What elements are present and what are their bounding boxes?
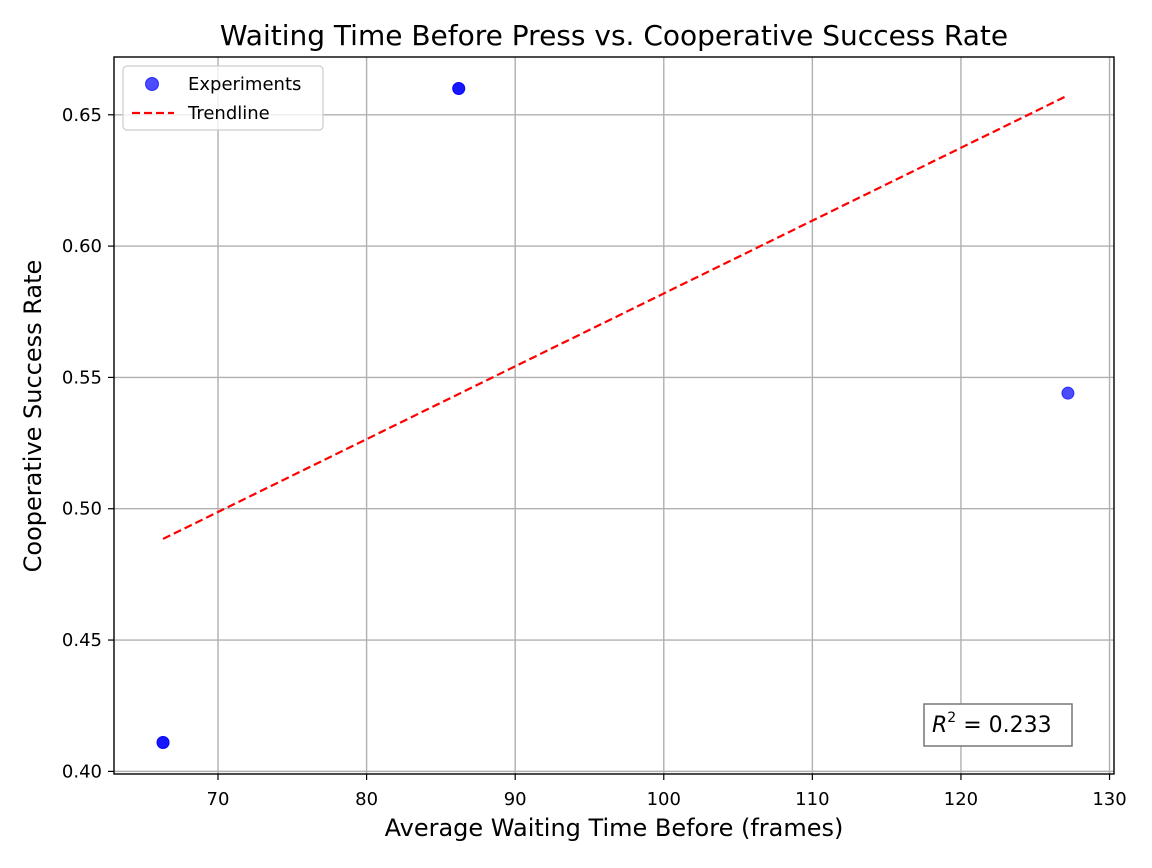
r-squared-text: R2 = 0.233 — [932, 710, 1052, 738]
plot-area-frame — [113, 56, 1115, 775]
x-tick-label: 120 — [944, 789, 978, 810]
x-tick-label: 80 — [355, 789, 378, 810]
grid-lines — [114, 57, 1114, 774]
x-axis-label: Average Waiting Time Before (frames) — [385, 814, 844, 842]
y-tick-label: 0.65 — [62, 105, 102, 126]
y-tick-label: 0.60 — [62, 236, 102, 257]
x-tick-label: 90 — [504, 789, 527, 810]
chart-title: Waiting Time Before Press vs. Cooperativ… — [220, 19, 1008, 52]
r-symbol: R — [932, 713, 947, 738]
legend: Experiments Trendline — [122, 65, 324, 131]
r-squared-annotation: R2 = 0.233 — [923, 703, 1073, 747]
x-axis-ticks: 70 80 90 100 110 120 130 — [207, 774, 1127, 810]
x-tick-label: 100 — [647, 789, 681, 810]
y-axis-ticks: 0.40 0.45 0.50 0.55 0.60 0.65 — [62, 105, 114, 782]
x-tick-label: 130 — [1092, 789, 1126, 810]
data-point — [156, 735, 170, 749]
legend-label-trendline: Trendline — [187, 103, 270, 124]
y-tick-label: 0.55 — [62, 367, 102, 388]
r-squared-box — [923, 703, 1073, 747]
legend-marker-experiments — [145, 77, 159, 91]
data-point — [452, 82, 466, 96]
x-tick-label: 70 — [207, 789, 230, 810]
legend-label-experiments: Experiments — [188, 74, 301, 95]
y-axis-label: Cooperative Success Rate — [19, 260, 47, 573]
y-tick-label: 0.40 — [62, 761, 102, 782]
r-exponent: 2 — [947, 710, 956, 726]
y-tick-label: 0.45 — [62, 630, 102, 651]
y-tick-label: 0.50 — [62, 499, 102, 520]
x-tick-label: 110 — [795, 789, 829, 810]
points-layer — [156, 82, 1075, 749]
data-point — [1061, 386, 1075, 400]
r-squared-value: = 0.233 — [956, 713, 1051, 738]
